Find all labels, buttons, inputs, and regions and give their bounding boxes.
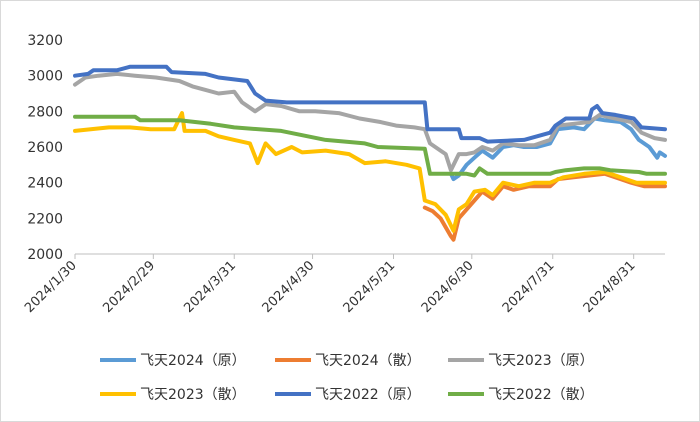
legend-label: 飞天2023（散） [140, 387, 246, 403]
series-line-5 [73, 114, 667, 178]
y-tick-label: 3200 [27, 33, 63, 49]
legend: 飞天2024（原） 飞天2024（散） 飞天2023（原） 飞天2023（散） 飞天20… [100, 353, 594, 403]
y-tick-label: 2400 [27, 176, 63, 192]
y-tick-label: 3000 [27, 69, 63, 85]
y-tick-label: 2600 [27, 140, 63, 156]
legend-label: 飞天2024（原） [140, 353, 246, 369]
series-line-3 [73, 111, 667, 233]
y-tick-label: 2200 [27, 211, 63, 227]
series-line-2 [73, 71, 667, 173]
legend-label: 飞天2024（散） [315, 353, 421, 369]
legend-label: 飞天2022（原） [315, 387, 421, 403]
legend-label: 飞天2022（散） [488, 387, 594, 403]
series-line-4 [73, 64, 667, 144]
y-tick-label: 2800 [27, 104, 63, 120]
series-layer [73, 64, 667, 242]
y-axis: 2000 2200 2400 2600 2800 3000 3200 [27, 33, 63, 263]
legend-label: 飞天2023（原） [488, 353, 594, 369]
y-tick-label: 2000 [27, 247, 63, 263]
